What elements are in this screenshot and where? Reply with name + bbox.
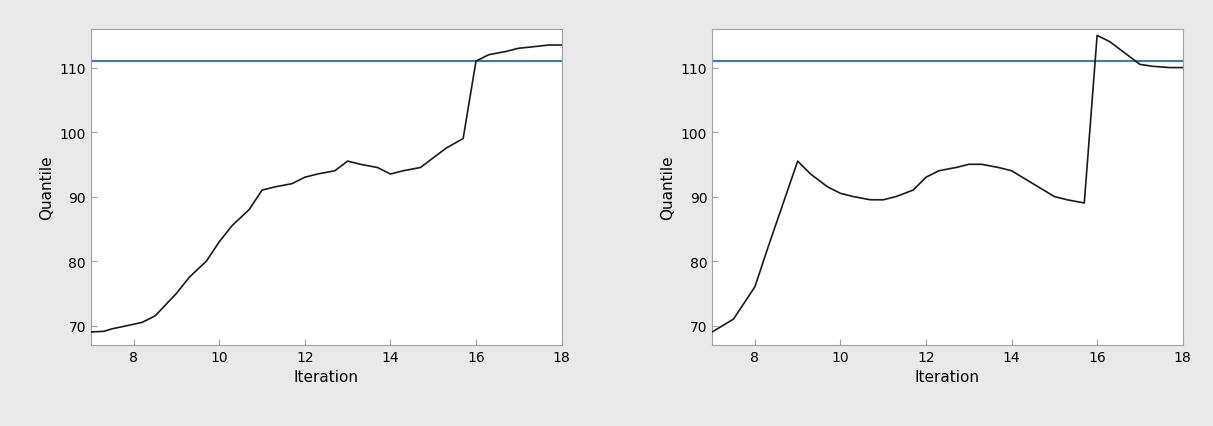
X-axis label: Iteration: Iteration (294, 369, 359, 384)
Y-axis label: Quantile: Quantile (39, 155, 55, 220)
Y-axis label: Quantile: Quantile (660, 155, 676, 220)
X-axis label: Iteration: Iteration (915, 369, 980, 384)
